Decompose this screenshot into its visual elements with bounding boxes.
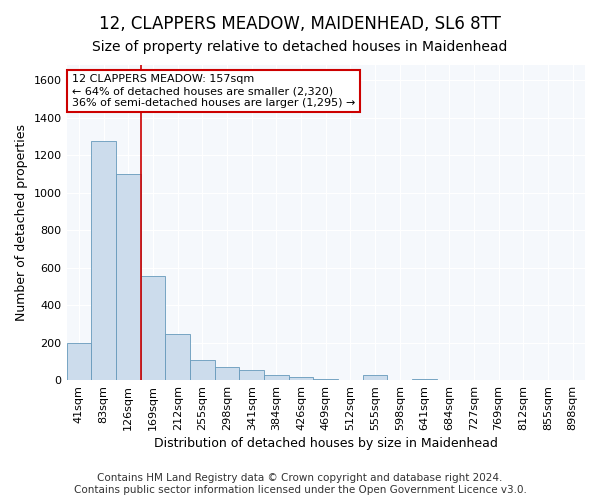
Bar <box>91 141 116 380</box>
X-axis label: Distribution of detached houses by size in Maidenhead: Distribution of detached houses by size … <box>154 437 498 450</box>
Bar <box>165 334 190 380</box>
Bar <box>264 375 289 380</box>
Text: 12, CLAPPERS MEADOW, MAIDENHEAD, SL6 8TT: 12, CLAPPERS MEADOW, MAIDENHEAD, SL6 8TT <box>99 15 501 33</box>
Bar <box>363 375 388 380</box>
Bar <box>67 344 91 380</box>
Y-axis label: Number of detached properties: Number of detached properties <box>15 124 28 321</box>
Bar <box>116 174 140 380</box>
Text: Size of property relative to detached houses in Maidenhead: Size of property relative to detached ho… <box>92 40 508 54</box>
Text: 12 CLAPPERS MEADOW: 157sqm
← 64% of detached houses are smaller (2,320)
36% of s: 12 CLAPPERS MEADOW: 157sqm ← 64% of deta… <box>72 74 355 108</box>
Bar <box>313 378 338 380</box>
Bar <box>190 360 215 380</box>
Bar <box>140 276 165 380</box>
Bar <box>239 370 264 380</box>
Bar <box>215 366 239 380</box>
Bar <box>412 379 437 380</box>
Bar <box>289 376 313 380</box>
Text: Contains HM Land Registry data © Crown copyright and database right 2024.
Contai: Contains HM Land Registry data © Crown c… <box>74 474 526 495</box>
